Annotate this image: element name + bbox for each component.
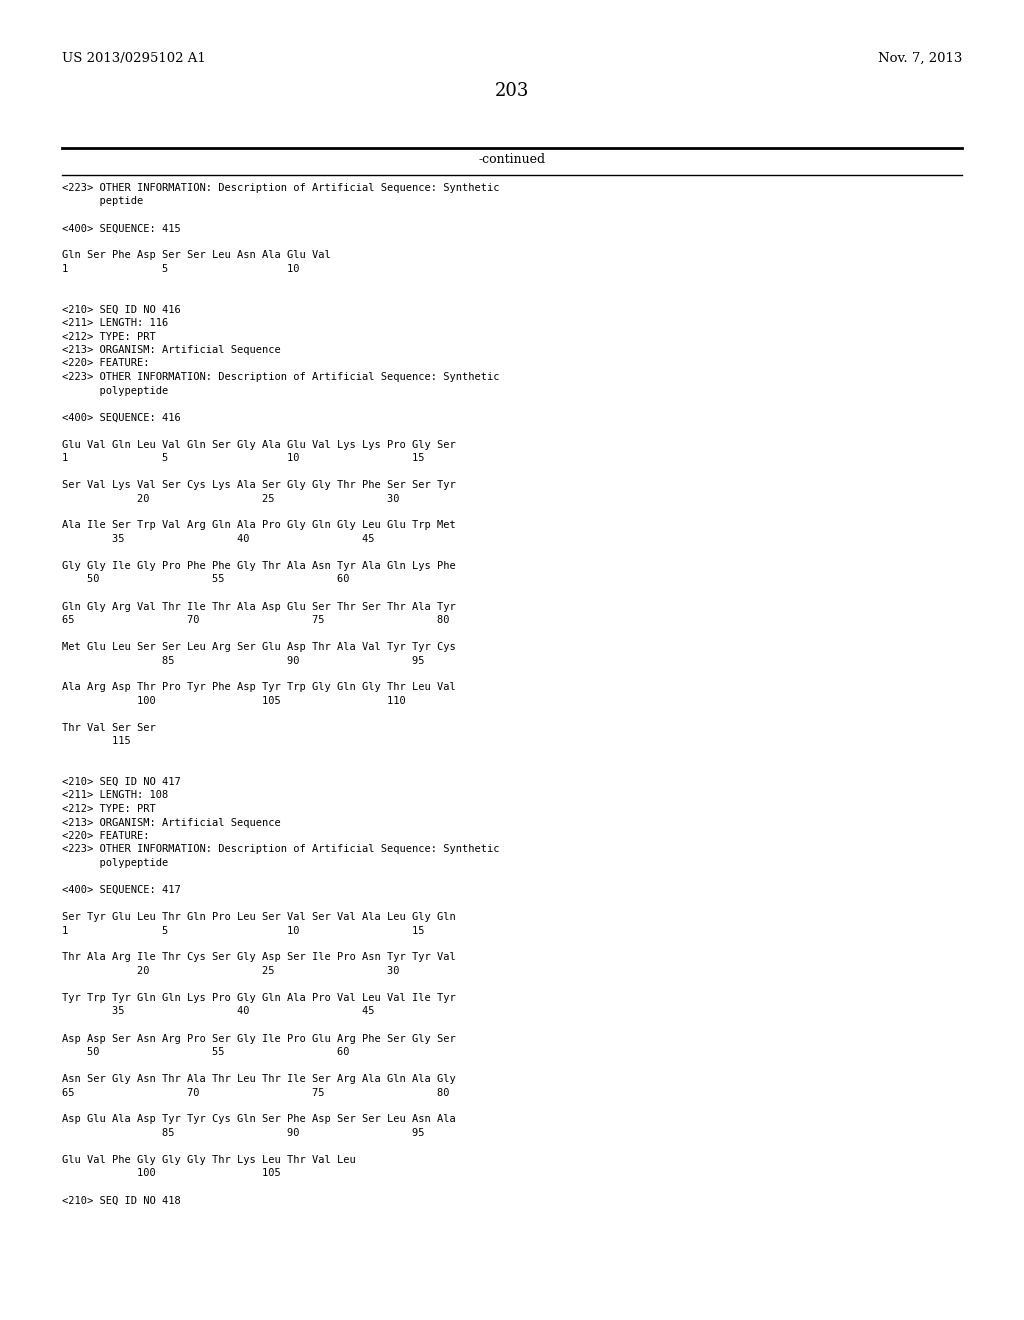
Text: 20                  25                  30: 20 25 30 [62,966,399,975]
Text: 85                  90                  95: 85 90 95 [62,656,425,665]
Text: <223> OTHER INFORMATION: Description of Artificial Sequence: Synthetic: <223> OTHER INFORMATION: Description of … [62,372,500,381]
Text: <212> TYPE: PRT: <212> TYPE: PRT [62,804,156,814]
Text: Nov. 7, 2013: Nov. 7, 2013 [878,51,962,65]
Text: <213> ORGANISM: Artificial Sequence: <213> ORGANISM: Artificial Sequence [62,345,281,355]
Text: Met Glu Leu Ser Ser Leu Arg Ser Glu Asp Thr Ala Val Tyr Tyr Cys: Met Glu Leu Ser Ser Leu Arg Ser Glu Asp … [62,642,456,652]
Text: 50                  55                  60: 50 55 60 [62,1047,349,1057]
Text: Glu Val Gln Leu Val Gln Ser Gly Ala Glu Val Lys Lys Pro Gly Ser: Glu Val Gln Leu Val Gln Ser Gly Ala Glu … [62,440,456,450]
Text: Asp Glu Ala Asp Tyr Tyr Cys Gln Ser Phe Asp Ser Ser Leu Asn Ala: Asp Glu Ala Asp Tyr Tyr Cys Gln Ser Phe … [62,1114,456,1125]
Text: <211> LENGTH: 108: <211> LENGTH: 108 [62,791,168,800]
Text: 35                  40                  45: 35 40 45 [62,535,375,544]
Text: peptide: peptide [62,197,143,206]
Text: <400> SEQUENCE: 416: <400> SEQUENCE: 416 [62,412,181,422]
Text: Gln Ser Phe Asp Ser Ser Leu Asn Ala Glu Val: Gln Ser Phe Asp Ser Ser Leu Asn Ala Glu … [62,251,331,260]
Text: 100                 105: 100 105 [62,1168,281,1179]
Text: <213> ORGANISM: Artificial Sequence: <213> ORGANISM: Artificial Sequence [62,817,281,828]
Text: <212> TYPE: PRT: <212> TYPE: PRT [62,331,156,342]
Text: Ser Tyr Glu Leu Thr Gln Pro Leu Ser Val Ser Val Ala Leu Gly Gln: Ser Tyr Glu Leu Thr Gln Pro Leu Ser Val … [62,912,456,921]
Text: 1               5                   10                  15: 1 5 10 15 [62,925,425,936]
Text: Asp Asp Ser Asn Arg Pro Ser Gly Ile Pro Glu Arg Phe Ser Gly Ser: Asp Asp Ser Asn Arg Pro Ser Gly Ile Pro … [62,1034,456,1044]
Text: 85                  90                  95: 85 90 95 [62,1129,425,1138]
Text: Gln Gly Arg Val Thr Ile Thr Ala Asp Glu Ser Thr Ser Thr Ala Tyr: Gln Gly Arg Val Thr Ile Thr Ala Asp Glu … [62,602,456,611]
Text: <210> SEQ ID NO 416: <210> SEQ ID NO 416 [62,305,181,314]
Text: <220> FEATURE:: <220> FEATURE: [62,832,150,841]
Text: Tyr Trp Tyr Gln Gln Lys Pro Gly Gln Ala Pro Val Leu Val Ile Tyr: Tyr Trp Tyr Gln Gln Lys Pro Gly Gln Ala … [62,993,456,1003]
Text: US 2013/0295102 A1: US 2013/0295102 A1 [62,51,206,65]
Text: <210> SEQ ID NO 418: <210> SEQ ID NO 418 [62,1196,181,1205]
Text: <400> SEQUENCE: 415: <400> SEQUENCE: 415 [62,223,181,234]
Text: 115: 115 [62,737,131,747]
Text: 1               5                   10: 1 5 10 [62,264,299,275]
Text: polypeptide: polypeptide [62,858,168,869]
Text: 20                  25                  30: 20 25 30 [62,494,399,503]
Text: Thr Val Ser Ser: Thr Val Ser Ser [62,723,156,733]
Text: -continued: -continued [478,153,546,166]
Text: Thr Ala Arg Ile Thr Cys Ser Gly Asp Ser Ile Pro Asn Tyr Tyr Val: Thr Ala Arg Ile Thr Cys Ser Gly Asp Ser … [62,953,456,962]
Text: Ala Ile Ser Trp Val Arg Gln Ala Pro Gly Gln Gly Leu Glu Trp Met: Ala Ile Ser Trp Val Arg Gln Ala Pro Gly … [62,520,456,531]
Text: <400> SEQUENCE: 417: <400> SEQUENCE: 417 [62,884,181,895]
Text: Ala Arg Asp Thr Pro Tyr Phe Asp Tyr Trp Gly Gln Gly Thr Leu Val: Ala Arg Asp Thr Pro Tyr Phe Asp Tyr Trp … [62,682,456,693]
Text: <220> FEATURE:: <220> FEATURE: [62,359,150,368]
Text: Glu Val Phe Gly Gly Gly Thr Lys Leu Thr Val Leu: Glu Val Phe Gly Gly Gly Thr Lys Leu Thr … [62,1155,355,1166]
Text: Asn Ser Gly Asn Thr Ala Thr Leu Thr Ile Ser Arg Ala Gln Ala Gly: Asn Ser Gly Asn Thr Ala Thr Leu Thr Ile … [62,1074,456,1084]
Text: Gly Gly Ile Gly Pro Phe Phe Gly Thr Ala Asn Tyr Ala Gln Lys Phe: Gly Gly Ile Gly Pro Phe Phe Gly Thr Ala … [62,561,456,572]
Text: 203: 203 [495,82,529,100]
Text: <223> OTHER INFORMATION: Description of Artificial Sequence: Synthetic: <223> OTHER INFORMATION: Description of … [62,845,500,854]
Text: <211> LENGTH: 116: <211> LENGTH: 116 [62,318,168,327]
Text: <210> SEQ ID NO 417: <210> SEQ ID NO 417 [62,777,181,787]
Text: Ser Val Lys Val Ser Cys Lys Ala Ser Gly Gly Thr Phe Ser Ser Tyr: Ser Val Lys Val Ser Cys Lys Ala Ser Gly … [62,480,456,490]
Text: 100                 105                 110: 100 105 110 [62,696,406,706]
Text: polypeptide: polypeptide [62,385,168,396]
Text: <223> OTHER INFORMATION: Description of Artificial Sequence: Synthetic: <223> OTHER INFORMATION: Description of … [62,183,500,193]
Text: 35                  40                  45: 35 40 45 [62,1006,375,1016]
Text: 50                  55                  60: 50 55 60 [62,574,349,585]
Text: 65                  70                  75                  80: 65 70 75 80 [62,1088,450,1097]
Text: 1               5                   10                  15: 1 5 10 15 [62,453,425,463]
Text: 65                  70                  75                  80: 65 70 75 80 [62,615,450,624]
